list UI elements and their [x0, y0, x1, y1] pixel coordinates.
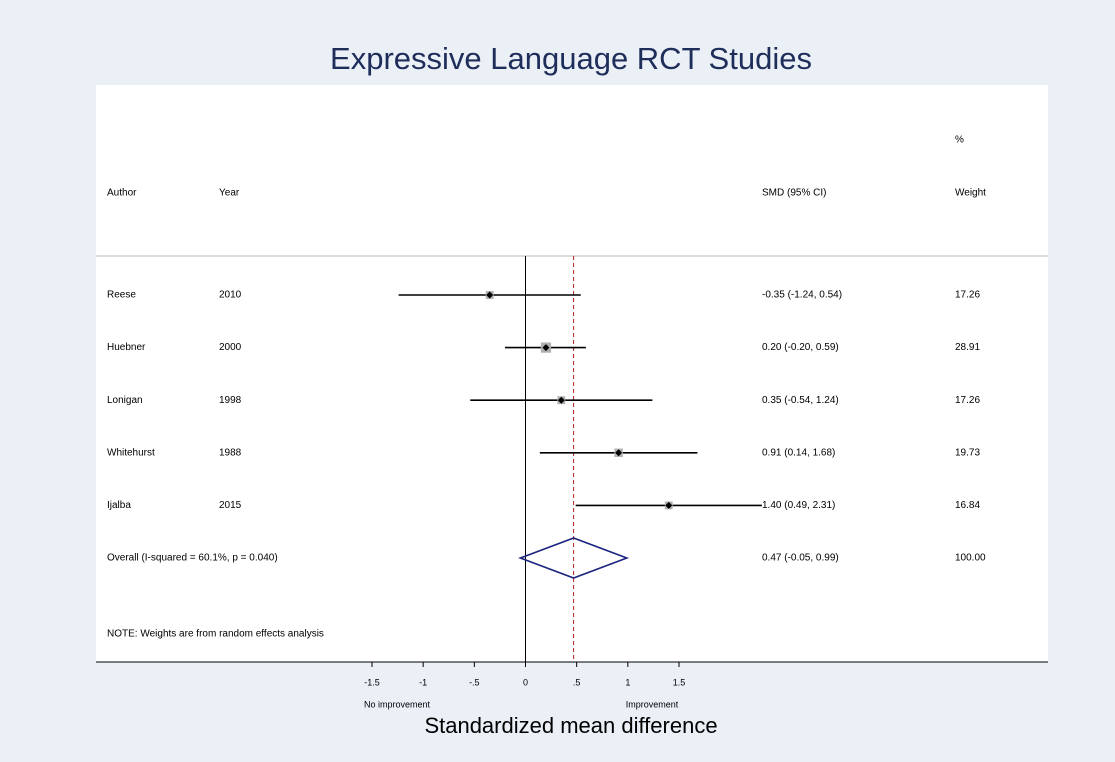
author: Huebner [107, 342, 146, 353]
weight: 100.00 [955, 553, 986, 564]
author: Whitehurst [107, 447, 155, 458]
ci-label: 0.91 (0.14, 1.68) [762, 447, 835, 458]
axis-note: No improvement [364, 699, 431, 709]
x-tick-label: 0 [523, 677, 528, 687]
x-tick-label: .5 [573, 677, 581, 687]
weight: 19.73 [955, 447, 980, 458]
col-header: Author [107, 188, 137, 199]
x-tick-label: -1.5 [364, 677, 380, 687]
ci-label: 0.47 (-0.05, 0.99) [762, 553, 839, 564]
note: NOTE: Weights are from random effects an… [107, 629, 324, 640]
point-estimate [486, 291, 494, 299]
year: 1988 [219, 447, 242, 458]
x-tick-label: -1 [419, 677, 427, 687]
x-tick-label: 1.5 [673, 677, 686, 687]
weight: 16.84 [955, 500, 980, 511]
author: Reese [107, 290, 136, 301]
point-estimate [557, 396, 565, 404]
weight: 28.91 [955, 342, 980, 353]
col-header: Weight [955, 188, 986, 199]
weight: 17.26 [955, 395, 980, 406]
col-header: Year [219, 188, 240, 199]
weight: 17.26 [955, 290, 980, 301]
x-axis-title: Standardized mean difference [424, 713, 717, 738]
year: 1998 [219, 395, 242, 406]
author: Lonigan [107, 395, 143, 406]
overall-label: Overall (I-squared = 60.1%, p = 0.040) [107, 553, 278, 564]
x-tick-label: 1 [625, 677, 630, 687]
chart-title: Expressive Language RCT Studies [330, 41, 812, 76]
year: 2000 [219, 342, 242, 353]
overall-diamond [518, 537, 630, 579]
col-header: SMD (95% CI) [762, 188, 826, 199]
plot-area [96, 85, 1048, 662]
axis-note: Improvement [626, 699, 679, 709]
author: Ijalba [107, 500, 131, 511]
point-estimate [665, 501, 673, 509]
point-estimate [615, 449, 623, 457]
year: 2015 [219, 500, 242, 511]
col-header: % [955, 135, 964, 146]
x-tick-label: -.5 [469, 677, 480, 687]
year: 2010 [219, 290, 242, 301]
ci-label: 1.40 (0.49, 2.31) [762, 500, 835, 511]
ci-label: 0.35 (-0.54, 1.24) [762, 395, 839, 406]
ci-label: -0.35 (-1.24, 0.54) [762, 290, 842, 301]
ci-label: 0.20 (-0.20, 0.59) [762, 342, 839, 353]
point-estimate [542, 344, 550, 352]
